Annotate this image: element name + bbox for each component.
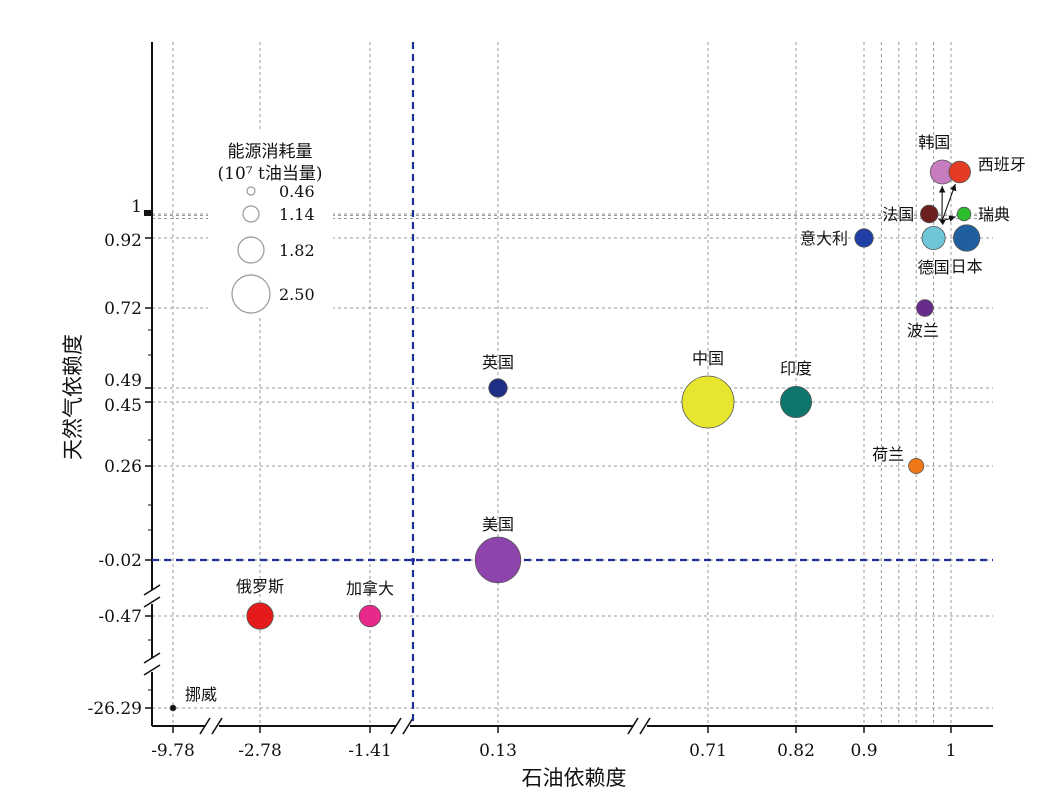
y-axis-title: 天然气依赖度: [61, 334, 85, 460]
point-荷兰: [908, 457, 925, 474]
legend-size-circle: [231, 274, 271, 314]
x-tick-label: 1: [946, 741, 957, 761]
legend-size-label: 0.46: [279, 182, 315, 201]
axes: [143, 42, 993, 735]
x-tick-label: 0.82: [777, 741, 815, 761]
point-label: 荷兰: [872, 445, 904, 464]
y-tick-label: 1: [131, 197, 142, 217]
x-tick-label: -2.78: [238, 741, 282, 761]
point-label: 西班牙: [978, 155, 1026, 174]
y-tick-label: 0.49: [104, 371, 142, 391]
y-break-upper-b: [143, 596, 161, 608]
point-法国: [920, 204, 939, 224]
annotation-arrow: [941, 183, 957, 222]
x-tick-label: 0.13: [479, 741, 517, 761]
point-挪威: [169, 704, 177, 712]
legend-size-circle: [237, 236, 265, 264]
point-label: 挪威: [185, 685, 217, 704]
annotation-arrow: [941, 215, 956, 222]
x-tick-label: 0.9: [850, 741, 877, 761]
point-label: 日本: [951, 257, 983, 276]
threshold-intersection: [411, 558, 415, 562]
point-label: 波兰: [907, 321, 939, 340]
point-日本: [953, 224, 981, 252]
y-tick-label: 0.26: [104, 457, 142, 477]
point-label: 美国: [482, 515, 514, 534]
x-break-1-b: [211, 717, 223, 735]
threshold-lines: [152, 42, 993, 726]
legend-size-label: 2.50: [279, 285, 315, 304]
x-tick-label: -1.41: [348, 741, 392, 761]
point-中国: [681, 375, 735, 429]
y-tick-label: 0.92: [104, 231, 142, 251]
legend: 能源消耗量(10⁷ t油当量)0.46 1.14 1.82 2.50: [208, 132, 333, 318]
point-label: 德国: [918, 258, 950, 277]
point-意大利: [854, 228, 874, 248]
legend-size-label: 1.14: [279, 205, 315, 224]
point-西班牙: [948, 160, 971, 184]
x-break-3-a: [627, 717, 639, 735]
y-break-upper-a: [143, 584, 161, 596]
legend-background: [208, 132, 333, 318]
point-美国: [474, 536, 522, 584]
point-加拿大: [358, 604, 382, 628]
point-label: 中国: [692, 349, 724, 368]
y-tick-marker-1: [144, 210, 152, 216]
y-tick-label: -26.29: [88, 699, 142, 719]
legend-title: 能源消耗量: [228, 142, 313, 162]
point-俄罗斯: [246, 602, 274, 630]
x-break-1-a: [199, 717, 211, 735]
point-label: 法国: [882, 205, 914, 224]
legend-size-circle: [246, 186, 256, 196]
point-label: 印度: [780, 359, 812, 378]
x-break-2-b: [402, 717, 414, 735]
y-tick-label: -0.47: [98, 607, 142, 627]
point-label: 瑞典: [978, 205, 1010, 224]
point-label: 韩国: [918, 133, 950, 152]
y-tick-label: -0.02: [98, 551, 142, 571]
x-break-2-a: [390, 717, 402, 735]
point-德国: [921, 225, 946, 250]
point-label: 俄罗斯: [236, 577, 284, 596]
legend-size-circle: [242, 205, 260, 223]
point-label: 英国: [482, 353, 514, 372]
point-英国: [488, 378, 508, 398]
legend-unit: (10⁷ t油当量): [218, 164, 323, 184]
legend-size-label: 1.82: [279, 241, 315, 260]
x-axis-title: 石油依赖度: [522, 766, 627, 790]
point-label: 加拿大: [346, 579, 394, 598]
x-break-3-b: [639, 717, 651, 735]
point-波兰: [916, 299, 934, 317]
y-tick-label: 0.45: [104, 396, 142, 416]
y-break-lower-a: [143, 652, 161, 664]
y-tick-label: 0.72: [104, 299, 142, 319]
y-break-lower-b: [143, 664, 161, 676]
point-印度: [780, 385, 813, 418]
point-label: 意大利: [800, 229, 848, 248]
x-tick-label: -9.78: [151, 741, 195, 761]
point-瑞典: [956, 206, 972, 222]
x-tick-label: 0.71: [689, 741, 727, 761]
tick-labels: -9.78 -2.78 -1.41 0.13 0.71 0.82 0.9 1 1 0.92 0.72…: [88, 197, 957, 761]
